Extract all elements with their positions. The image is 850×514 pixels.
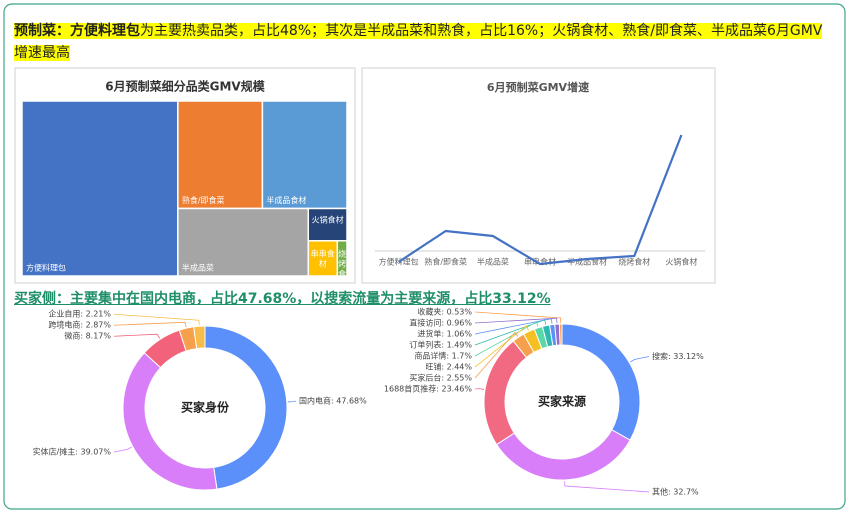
- leader-line: [474, 388, 485, 390]
- x-tick-label: 烧烤食材: [618, 257, 650, 267]
- leader-line: [474, 325, 529, 368]
- treemap-label: 熟食/即食菜: [182, 195, 225, 205]
- treemap-label: 串串食材: [311, 248, 335, 268]
- line: [397, 134, 683, 266]
- panel: [361, 67, 716, 284]
- data-label: 实体店/摊主: 39.07%: [33, 447, 112, 457]
- x-tick-label: 半成品食材: [567, 257, 607, 267]
- donut-slice: [204, 325, 288, 490]
- treemap-cell: [336, 240, 348, 277]
- data-label: 企业自用: 2.21%: [48, 309, 111, 319]
- treemap-cell: [261, 100, 348, 210]
- treemap-cell: [177, 207, 310, 277]
- data-label: 买家后台: 2.55%: [409, 373, 472, 383]
- leader-line: [113, 321, 187, 328]
- donut-slice: [561, 323, 641, 441]
- treemap-cell: [307, 207, 348, 242]
- treemap-label: 火锅食材: [312, 214, 344, 224]
- treemap-label: 烧烤食材: [338, 248, 346, 288]
- data-label: 微商: 8.17%: [64, 331, 111, 341]
- x-tick-label: 串串食材: [524, 257, 556, 267]
- treemap-cell: [307, 240, 339, 277]
- leader-line: [287, 400, 297, 403]
- data-label: 订单列表: 1.49%: [409, 340, 472, 350]
- leader-line: [474, 331, 519, 379]
- header: 预制菜：方便料理包为主要热卖品类，占比48%；其次是半成品菜和熟食，占比16%；…: [14, 20, 829, 64]
- leader-line: [113, 446, 132, 453]
- page-border: [3, 3, 846, 510]
- data-label: 搜索: 33.12%: [652, 351, 704, 361]
- treemap-label: 半成品食材: [266, 195, 306, 205]
- leader-line: [474, 317, 558, 324]
- x-tick-label: 熟食/即食菜: [424, 257, 467, 267]
- leader-line: [564, 480, 650, 493]
- donut-slice: [558, 323, 563, 346]
- data-label: 跨境电商: 2.87%: [48, 320, 111, 330]
- donut-slice: [483, 340, 528, 446]
- leader-line: [629, 356, 650, 363]
- treemap-cell: [21, 100, 179, 277]
- leader-line: [474, 311, 562, 324]
- data-label: 商品详情: 1.7%: [414, 351, 472, 361]
- treemap-label: 半成品菜: [182, 263, 214, 273]
- leader-line: [474, 319, 547, 346]
- leader-line: [474, 318, 553, 335]
- leader-line: [113, 333, 161, 339]
- chart-title: 6月预制菜GMV增速: [487, 80, 589, 94]
- data-label: 进货单: 1.06%: [417, 329, 472, 339]
- donut-slice: [193, 325, 206, 350]
- treemap-label: 方便料理包: [26, 263, 66, 273]
- donut-slice: [495, 429, 631, 481]
- leader-line: [474, 321, 539, 357]
- data-label: 国内电商: 47.68%: [299, 396, 367, 406]
- header-lead: 预制菜：方便料理包: [14, 23, 140, 39]
- section-title: 买家侧：主要集中在国内电商，占比47.68%，以搜索流量为主要来源，占比33.1…: [14, 291, 551, 307]
- donut-title: 买家来源: [538, 394, 586, 409]
- data-label: 1688首页推荐: 23.46%: [384, 384, 472, 394]
- data-label: 收藏夹: 0.53%: [417, 307, 472, 317]
- data-label: 其他: 32.7%: [652, 486, 699, 496]
- chart-title: 6月预制菜细分品类GMV规模: [105, 79, 265, 94]
- x-tick-label: 半成品菜: [477, 257, 509, 267]
- treemap-cell: [177, 100, 264, 210]
- data-label: 旺铺: 2.44%: [425, 362, 472, 372]
- data-label: 直接访问: 0.96%: [409, 318, 472, 328]
- donut-slice: [122, 352, 218, 491]
- leader-line: [113, 313, 200, 326]
- panel: [14, 67, 356, 284]
- donut-title: 买家身份: [181, 400, 230, 415]
- x-tick-label: 火锅食材: [665, 257, 697, 267]
